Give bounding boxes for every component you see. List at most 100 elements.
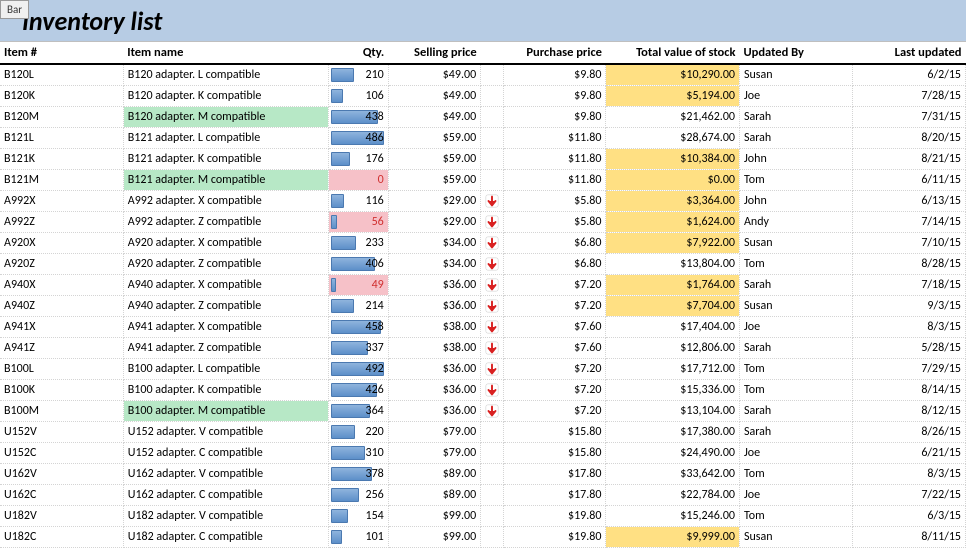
cell-purch[interactable]: $5.80 (503, 212, 606, 233)
table-row[interactable]: B100MB100 adapter. M compatible364$36.00… (0, 401, 966, 422)
cell-purch[interactable]: $7.60 (503, 338, 606, 359)
cell-purch[interactable]: $7.60 (503, 317, 606, 338)
cell-updated-by[interactable]: Sarah (739, 275, 852, 296)
cell-last-updated[interactable]: 8/20/15 (852, 128, 965, 149)
cell-item[interactable]: A941X (0, 317, 123, 338)
cell-purch[interactable]: $7.20 (503, 359, 606, 380)
cell-updated-by[interactable]: Joe (739, 86, 852, 107)
cell-sell[interactable]: $99.00 (388, 527, 480, 548)
cell-updated-by[interactable]: Joe (739, 443, 852, 464)
cell-qty[interactable]: 233 (329, 233, 389, 254)
cell-last-updated[interactable]: 7/10/15 (852, 233, 965, 254)
cell-sell[interactable]: $99.00 (388, 506, 480, 527)
cell-purch[interactable]: $19.80 (503, 527, 606, 548)
cell-updated-by[interactable]: Susan (739, 64, 852, 86)
table-row[interactable]: A940ZA940 adapter. Z compatible214$36.00… (0, 296, 966, 317)
table-row[interactable]: A941XA941 adapter. X compatible458$38.00… (0, 317, 966, 338)
cell-name[interactable]: A940 adapter. X compatible (123, 275, 328, 296)
cell-sell[interactable]: $34.00 (388, 233, 480, 254)
cell-purch[interactable]: $15.80 (503, 422, 606, 443)
table-row[interactable]: U162CU162 adapter. C compatible256$89.00… (0, 485, 966, 506)
cell-sell[interactable]: $49.00 (388, 64, 480, 86)
cell-qty[interactable]: 406 (329, 254, 389, 275)
cell-item[interactable]: B121L (0, 128, 123, 149)
cell-sell[interactable]: $59.00 (388, 149, 480, 170)
cell-item[interactable]: B120L (0, 64, 123, 86)
col-qty[interactable]: Qty. (329, 42, 389, 64)
cell-last-updated[interactable]: 9/3/15 (852, 296, 965, 317)
cell-qty[interactable]: 438 (329, 107, 389, 128)
col-sell[interactable]: Selling price (388, 42, 480, 64)
cell-item[interactable]: B100L (0, 359, 123, 380)
cell-sell[interactable]: $89.00 (388, 464, 480, 485)
cell-name[interactable]: U162 adapter. V compatible (123, 464, 328, 485)
cell-sell[interactable]: $79.00 (388, 422, 480, 443)
cell-last-updated[interactable]: 7/22/15 (852, 485, 965, 506)
table-row[interactable]: B120MB120 adapter. M compatible438$49.00… (0, 107, 966, 128)
cell-last-updated[interactable]: 6/3/15 (852, 506, 965, 527)
cell-last-updated[interactable]: 8/28/15 (852, 254, 965, 275)
cell-total[interactable]: $10,290.00 (606, 64, 740, 86)
cell-last-updated[interactable]: 6/11/15 (852, 170, 965, 191)
cell-sell[interactable]: $34.00 (388, 254, 480, 275)
cell-sell[interactable]: $36.00 (388, 275, 480, 296)
cell-updated-by[interactable]: Susan (739, 527, 852, 548)
col-total[interactable]: Total value of stock (606, 42, 740, 64)
cell-item[interactable]: A920Z (0, 254, 123, 275)
table-row[interactable]: A940XA940 adapter. X compatible49$36.00$… (0, 275, 966, 296)
cell-sell[interactable]: $36.00 (388, 359, 480, 380)
cell-sell[interactable]: $38.00 (388, 338, 480, 359)
table-row[interactable]: A992ZA992 adapter. Z compatible56$29.00$… (0, 212, 966, 233)
col-updated-by[interactable]: Updated By (739, 42, 852, 64)
cell-updated-by[interactable]: Tom (739, 506, 852, 527)
table-row[interactable]: U162VU162 adapter. V compatible378$89.00… (0, 464, 966, 485)
cell-updated-by[interactable]: Sarah (739, 107, 852, 128)
cell-updated-by[interactable]: Tom (739, 464, 852, 485)
cell-total[interactable]: $7,922.00 (606, 233, 740, 254)
cell-purch[interactable]: $15.80 (503, 443, 606, 464)
cell-name[interactable]: U152 adapter. V compatible (123, 422, 328, 443)
cell-purch[interactable]: $17.80 (503, 485, 606, 506)
cell-name[interactable]: B120 adapter. L compatible (123, 64, 328, 86)
cell-name[interactable]: B120 adapter. M compatible (123, 107, 328, 128)
table-row[interactable]: B121LB121 adapter. L compatible486$59.00… (0, 128, 966, 149)
cell-item[interactable]: A940X (0, 275, 123, 296)
cell-updated-by[interactable]: John (739, 191, 852, 212)
cell-purch[interactable]: $17.80 (503, 464, 606, 485)
cell-qty[interactable]: 154 (329, 506, 389, 527)
cell-updated-by[interactable]: Susan (739, 296, 852, 317)
cell-qty[interactable]: 106 (329, 86, 389, 107)
cell-qty[interactable]: 101 (329, 527, 389, 548)
cell-purch[interactable]: $11.80 (503, 128, 606, 149)
cell-total[interactable]: $3,364.00 (606, 191, 740, 212)
cell-sell[interactable]: $89.00 (388, 485, 480, 506)
cell-qty[interactable]: 56 (329, 212, 389, 233)
cell-total[interactable]: $33,642.00 (606, 464, 740, 485)
table-row[interactable]: B120KB120 adapter. K compatible106$49.00… (0, 86, 966, 107)
cell-item[interactable]: B121K (0, 149, 123, 170)
cell-item[interactable]: A941Z (0, 338, 123, 359)
cell-item[interactable]: A992Z (0, 212, 123, 233)
cell-name[interactable]: B121 adapter. L compatible (123, 128, 328, 149)
cell-last-updated[interactable]: 6/21/15 (852, 443, 965, 464)
cell-purch[interactable]: $5.80 (503, 191, 606, 212)
cell-qty[interactable]: 0 (329, 170, 389, 191)
cell-name[interactable]: A992 adapter. X compatible (123, 191, 328, 212)
cell-item[interactable]: B100M (0, 401, 123, 422)
table-row[interactable]: A941ZA941 adapter. Z compatible337$38.00… (0, 338, 966, 359)
cell-total[interactable]: $17,380.00 (606, 422, 740, 443)
cell-name[interactable]: U152 adapter. C compatible (123, 443, 328, 464)
cell-updated-by[interactable]: John (739, 149, 852, 170)
cell-item[interactable]: B120K (0, 86, 123, 107)
cell-last-updated[interactable]: 8/14/15 (852, 380, 965, 401)
table-row[interactable]: B121MB121 adapter. M compatible0$59.00$1… (0, 170, 966, 191)
cell-item[interactable]: B120M (0, 107, 123, 128)
cell-name[interactable]: B100 adapter. M compatible (123, 401, 328, 422)
cell-item[interactable]: U162C (0, 485, 123, 506)
table-row[interactable]: U152VU152 adapter. V compatible220$79.00… (0, 422, 966, 443)
cell-purch[interactable]: $7.20 (503, 296, 606, 317)
cell-name[interactable]: B121 adapter. K compatible (123, 149, 328, 170)
cell-last-updated[interactable]: 5/28/15 (852, 338, 965, 359)
cell-purch[interactable]: $11.80 (503, 170, 606, 191)
cell-item[interactable]: U162V (0, 464, 123, 485)
